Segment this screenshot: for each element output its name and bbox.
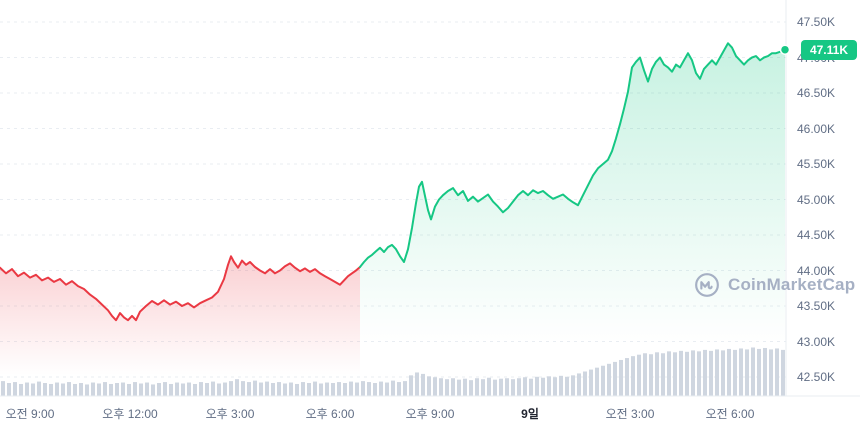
- y-axis-label: 47.50K: [797, 15, 836, 29]
- x-axis-label: 오후 3:00: [205, 407, 255, 421]
- y-axis-label: 43.00K: [797, 334, 836, 349]
- x-axis: 오전 9:00 오후 12:00 오후 3:00 오후 6:00 오후 9:00 9일 오전…: [0, 401, 790, 431]
- y-axis-label: 46.00K: [797, 121, 836, 136]
- price-area-up: [360, 43, 785, 397]
- x-axis-label: 오전 6:00: [705, 407, 755, 421]
- x-axis-label: 오후 6:00: [305, 407, 355, 421]
- x-axis-label: 오후 9:00: [405, 407, 455, 421]
- y-axis-label: 43.50K: [797, 299, 836, 313]
- x-axis-label: 오전 9:00: [5, 407, 55, 421]
- price-area-down: [0, 256, 360, 396]
- coinmarketcap-watermark: CoinMarketCap: [694, 272, 855, 298]
- y-axis-label: 45.50K: [797, 157, 836, 171]
- x-axis-label: 오전 3:00: [605, 407, 655, 421]
- y-axis: 47.50K47.00K46.50K46.00K45.50K45.00K44.5…: [797, 0, 860, 431]
- y-axis-label: 44.00K: [797, 263, 836, 278]
- y-axis-label: 46.50K: [797, 86, 836, 100]
- price-line-up: [359, 42, 786, 268]
- coinmarketcap-logo-icon: [694, 272, 720, 298]
- price-line-down: [0, 255, 361, 322]
- y-axis-label: 42.50K: [797, 370, 836, 384]
- y-axis-label: 45.00K: [797, 192, 836, 207]
- last-price-dot: [779, 44, 791, 55]
- y-axis-label: 44.50K: [797, 228, 836, 242]
- current-price-badge: 47.11K: [800, 39, 857, 60]
- watermark-label: CoinMarketCap: [728, 275, 856, 294]
- x-axis-label: 9일: [521, 407, 539, 421]
- x-axis-label: 오후 12:00: [102, 407, 158, 421]
